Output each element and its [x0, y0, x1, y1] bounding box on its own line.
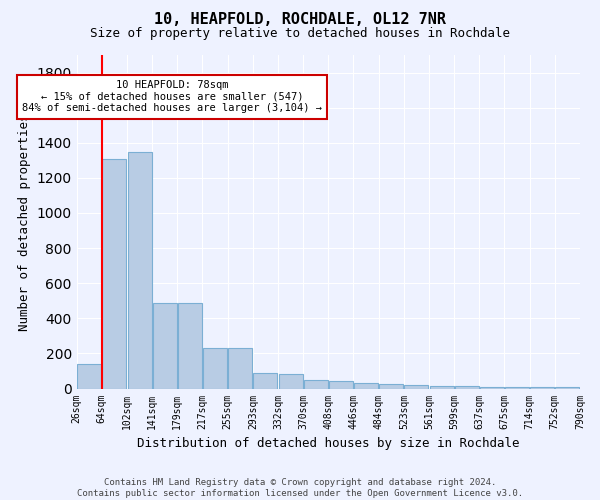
Bar [253, 373, 277, 388]
Bar [455, 386, 479, 388]
Bar [556, 387, 580, 388]
Bar [329, 380, 353, 388]
Bar [404, 385, 428, 388]
Y-axis label: Number of detached properties: Number of detached properties [18, 113, 31, 330]
Bar [354, 384, 378, 388]
Bar [203, 348, 227, 389]
Bar [77, 364, 101, 388]
Bar [228, 348, 252, 389]
Bar [304, 380, 328, 388]
Bar [530, 387, 554, 388]
Text: 10, HEAPFOLD, ROCHDALE, OL12 7NR: 10, HEAPFOLD, ROCHDALE, OL12 7NR [154, 12, 446, 28]
Bar [379, 384, 403, 388]
Text: Contains HM Land Registry data © Crown copyright and database right 2024.
Contai: Contains HM Land Registry data © Crown c… [77, 478, 523, 498]
Bar [153, 302, 176, 388]
Text: 10 HEAPFOLD: 78sqm
← 15% of detached houses are smaller (547)
84% of semi-detach: 10 HEAPFOLD: 78sqm ← 15% of detached hou… [22, 80, 322, 114]
Bar [178, 302, 202, 388]
Bar [480, 387, 504, 388]
Bar [278, 374, 302, 388]
Bar [505, 387, 529, 388]
Bar [103, 158, 127, 388]
Bar [430, 386, 454, 388]
Bar [128, 152, 152, 388]
Text: Size of property relative to detached houses in Rochdale: Size of property relative to detached ho… [90, 28, 510, 40]
X-axis label: Distribution of detached houses by size in Rochdale: Distribution of detached houses by size … [137, 437, 520, 450]
